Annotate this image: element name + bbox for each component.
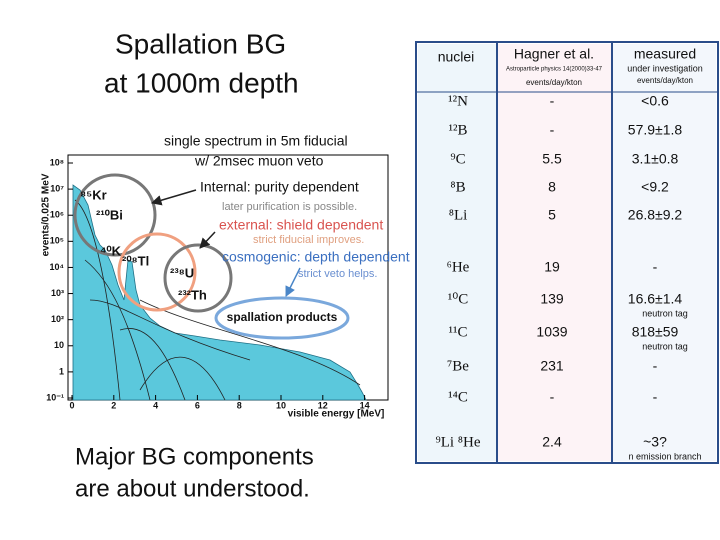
- column-bg: [418, 44, 496, 461]
- annotation: external: shield dependent: [219, 217, 383, 233]
- annotation: later purification is possible.: [222, 201, 357, 213]
- nuclei-cell: ¹¹C: [449, 324, 468, 340]
- isotope-label: ⁸⁵Kr: [80, 187, 107, 202]
- nuclei-cell: ⁷Be: [447, 358, 469, 374]
- hagner-cell: 5: [548, 207, 556, 223]
- header-cell: Astroparticle physics 14(2000)33-47: [506, 67, 603, 73]
- x-tick-label: 6: [195, 400, 200, 410]
- hagner-cell: 1039: [536, 324, 567, 340]
- nuclei-cell: ⁹Li ⁸He: [435, 434, 480, 450]
- highlight-circle: [117, 232, 197, 312]
- header-cell: events/day/kton: [637, 76, 693, 85]
- x-tick-label: 8: [237, 400, 242, 410]
- footer-text: are about understood.: [75, 475, 310, 502]
- hagner-cell: 19: [544, 259, 560, 275]
- y-tick-label: 10²: [51, 314, 64, 324]
- highlight-circle: [163, 243, 233, 313]
- arrow: [199, 231, 216, 249]
- annotation: single spectrum in 5m fiducial: [164, 133, 348, 149]
- header-cell: nuclei: [438, 49, 475, 65]
- measured-cell: <9.2: [641, 179, 669, 195]
- nuclei-cell: ⁸B: [450, 179, 465, 195]
- arrow: [150, 189, 197, 206]
- y-tick-label: 10: [54, 340, 64, 350]
- measured-cell: ~3?: [643, 434, 667, 450]
- y-tick-label: 10⁵: [50, 236, 64, 246]
- header-cell: under investigation: [627, 63, 703, 73]
- nuclei-cell: ⁶He: [447, 259, 470, 275]
- annotation: strict veto helps.: [298, 268, 377, 280]
- y-axis-label: events/0.025 MeV: [41, 173, 52, 256]
- nuclei-cell: ¹⁴C: [448, 389, 468, 405]
- measured-cell: -: [653, 259, 658, 275]
- measured-cell: 16.6±1.4: [628, 291, 683, 307]
- annotation: spallation products: [227, 310, 338, 324]
- slide-title: Spallation BG: [115, 28, 286, 59]
- note-cell: n emission branch: [628, 451, 701, 461]
- hagner-cell: -: [550, 389, 555, 405]
- y-tick-label: 10⁶: [50, 210, 64, 220]
- column-bg: [498, 44, 611, 461]
- nuclei-cell: ⁸Li: [449, 207, 468, 223]
- header-cell: Hagner et al.: [514, 46, 594, 62]
- y-tick-label: 10⁴: [50, 262, 64, 272]
- hagner-cell: 231: [540, 358, 564, 374]
- isotope-label: ²⁰⁸Tl: [122, 253, 149, 268]
- measured-cell: 57.9±1.8: [628, 122, 683, 138]
- hagner-cell: -: [550, 93, 555, 109]
- isotope-label: ²³⁸U: [170, 265, 194, 280]
- annotation: cosmogenic: depth dependent: [222, 249, 410, 265]
- measured-cell: 3.1±0.8: [632, 151, 679, 167]
- x-tick-label: 10: [276, 400, 286, 410]
- y-tick-label: 10⁷: [50, 183, 64, 193]
- y-tick-label: 1: [59, 366, 64, 376]
- nuclei-cell: ¹²N: [448, 93, 468, 109]
- note-cell: neutron tag: [642, 341, 688, 351]
- column-bg: [613, 44, 716, 461]
- isotope-label: ⁴⁰K: [100, 243, 122, 258]
- x-tick-label: 2: [111, 400, 116, 410]
- measured-cell: -: [653, 358, 658, 374]
- measured-cell: 818±59: [632, 324, 679, 340]
- nuclei-cell: ⁹C: [450, 151, 465, 167]
- footer-text: Major BG components: [75, 443, 314, 470]
- slide-title: at 1000m depth: [104, 67, 299, 98]
- y-tick-label: 10⁸: [50, 157, 64, 167]
- x-tick-label: 14: [360, 400, 370, 410]
- nuclei-cell: ¹²B: [449, 122, 468, 138]
- note-cell: neutron tag: [642, 308, 688, 318]
- header-cell: events/day/kton: [526, 78, 582, 87]
- highlight-ellipse: [214, 296, 350, 340]
- x-tick-label: 12: [318, 400, 328, 410]
- component-curves: [74, 199, 361, 401]
- hagner-cell: 8: [548, 179, 556, 195]
- annotation: Internal: purity dependent: [200, 179, 359, 195]
- x-tick-label: 0: [69, 400, 74, 410]
- isotope-label: ²¹⁰Bi: [96, 207, 123, 222]
- measured-cell: <0.6: [641, 93, 669, 109]
- x-axis-label: visible energy [MeV]: [288, 409, 385, 420]
- hagner-cell: 139: [540, 291, 564, 307]
- x-tick-label: 4: [153, 400, 158, 410]
- highlight-circle: [73, 173, 157, 257]
- measured-cell: 26.8±9.2: [628, 207, 683, 223]
- arrow: [285, 267, 301, 297]
- hagner-cell: 5.5: [542, 151, 562, 167]
- y-tick-label: 10³: [51, 288, 64, 298]
- isotope-label: ²³²Th: [178, 287, 207, 302]
- annotation: strict fiducial improves.: [253, 234, 364, 246]
- measured-cell: -: [653, 389, 658, 405]
- y-tick-label: 10⁻¹: [46, 392, 64, 402]
- hagner-cell: -: [550, 122, 555, 138]
- hagner-cell: 2.4: [542, 434, 562, 450]
- nuclei-cell: ¹⁰C: [448, 291, 469, 307]
- annotation: w/ 2msec muon veto: [194, 153, 324, 169]
- header-cell: measured: [634, 46, 696, 62]
